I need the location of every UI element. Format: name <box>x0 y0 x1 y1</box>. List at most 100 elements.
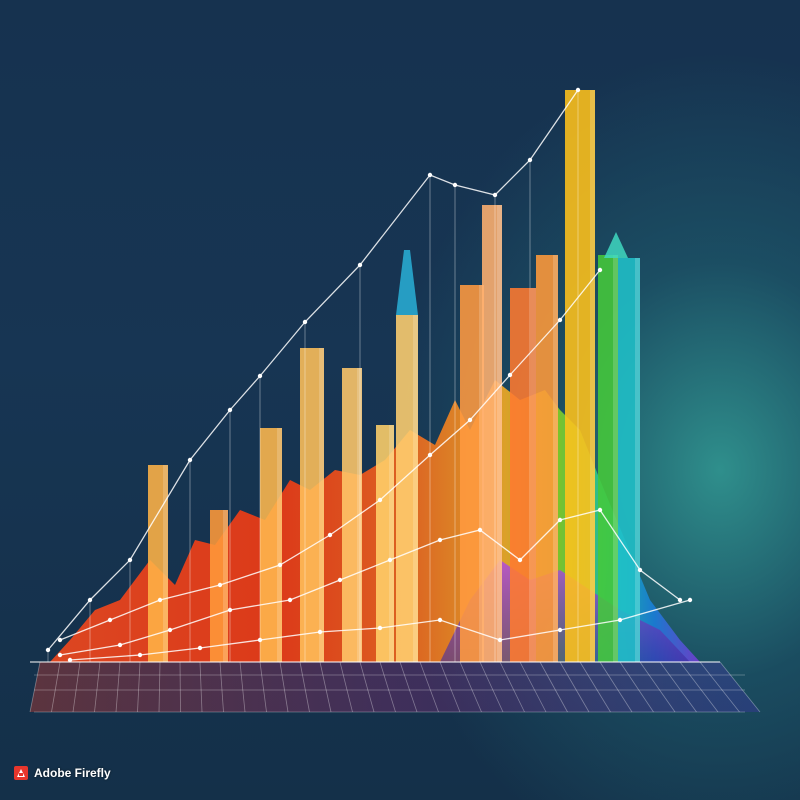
trend-point <box>557 627 563 633</box>
trend-point <box>127 557 133 563</box>
floor-grid-line <box>219 661 224 713</box>
bar <box>396 315 418 662</box>
trend-point <box>337 577 343 583</box>
trend-point <box>557 517 563 523</box>
bar <box>482 205 502 662</box>
floor-grid-line <box>459 661 482 713</box>
floor-grid-line <box>519 661 547 713</box>
floor-grid-line <box>259 661 267 713</box>
floor-grid-line <box>719 661 761 713</box>
bar-spire <box>604 232 628 258</box>
trend-point <box>597 507 603 513</box>
bar-spire <box>396 250 418 315</box>
watermark: Adobe Firefly <box>14 766 111 780</box>
trend-point <box>302 319 308 325</box>
floor-grid-line <box>51 661 61 713</box>
floor-grid-line <box>419 661 439 713</box>
trend-point <box>437 617 443 623</box>
trend-point <box>57 652 63 658</box>
trend-point <box>257 637 263 643</box>
trend-point <box>137 652 143 658</box>
trend-point <box>227 407 233 413</box>
trend-point <box>157 597 163 603</box>
trend-point <box>357 262 363 268</box>
floor-grid-line <box>115 661 121 713</box>
trend-point <box>637 567 643 573</box>
trend-point <box>497 637 503 643</box>
bar <box>342 368 362 662</box>
trend-point <box>427 452 433 458</box>
bar-highlight <box>497 205 502 662</box>
trend-point <box>257 373 263 379</box>
trend-point <box>477 527 483 533</box>
floor-grid-line <box>199 661 203 713</box>
bar <box>300 348 324 662</box>
trend-point <box>517 557 523 563</box>
floor-grid-line <box>72 661 81 713</box>
bar <box>598 255 618 662</box>
bar <box>565 90 595 662</box>
trend-point <box>687 597 693 603</box>
bar-highlight <box>479 285 484 662</box>
adobe-logo-icon <box>14 766 28 780</box>
trend-point <box>327 532 333 538</box>
bar-highlight <box>163 465 168 662</box>
floor-grid-line <box>579 661 611 713</box>
floor-grid-line <box>94 661 101 713</box>
trend-point <box>217 582 223 588</box>
floor-grid-line <box>339 661 353 713</box>
floor-grid-line <box>379 661 396 713</box>
floor-grid-line <box>439 661 461 713</box>
trend-point <box>277 562 283 568</box>
bar-highlight <box>277 428 282 662</box>
bar-highlight <box>635 258 640 662</box>
floor-grid-line <box>559 661 590 713</box>
trend-point <box>467 417 473 423</box>
floor-grid-line <box>239 661 246 713</box>
bar-highlight <box>413 315 418 662</box>
trend-point <box>507 372 513 378</box>
bar-highlight <box>223 510 228 662</box>
trend-point <box>677 597 683 603</box>
trend-point <box>437 537 443 543</box>
floor-grid-line <box>179 661 181 713</box>
bar <box>376 425 394 662</box>
trend-point <box>87 597 93 603</box>
floor-grid-line <box>399 661 418 713</box>
floor-grid-line <box>279 661 289 713</box>
floor-grid-line <box>137 661 141 713</box>
trend-point <box>492 192 498 198</box>
trend-point <box>187 457 193 463</box>
trend-point <box>287 597 293 603</box>
bar <box>460 285 484 662</box>
trend-point <box>387 557 393 563</box>
trend-point <box>427 172 433 178</box>
bar-highlight <box>389 425 394 662</box>
bar-highlight <box>531 288 536 662</box>
bar-highlight <box>553 255 558 662</box>
trend-point <box>452 182 458 188</box>
trend-point <box>197 645 203 651</box>
floor-grid-line <box>619 661 654 713</box>
floor-grid-line <box>479 661 504 713</box>
bar <box>148 465 168 662</box>
trend-point <box>107 617 113 623</box>
trend-point <box>617 617 623 623</box>
floor-grid-line <box>359 661 375 713</box>
trend-point <box>377 625 383 631</box>
floor-grid-line <box>158 661 161 713</box>
floor-grid-line <box>319 661 332 713</box>
trend-line <box>59 269 601 641</box>
floor-grid-line <box>639 661 676 713</box>
trend-point <box>597 267 603 273</box>
floor-grid-line <box>659 661 697 713</box>
floor-grid-line <box>599 661 633 713</box>
watermark-text: Adobe Firefly <box>34 766 111 780</box>
trend-point <box>57 637 63 643</box>
trend-point <box>117 642 123 648</box>
floor-grid-line <box>29 661 41 713</box>
bar-highlight <box>590 90 595 662</box>
trend-point <box>377 497 383 503</box>
